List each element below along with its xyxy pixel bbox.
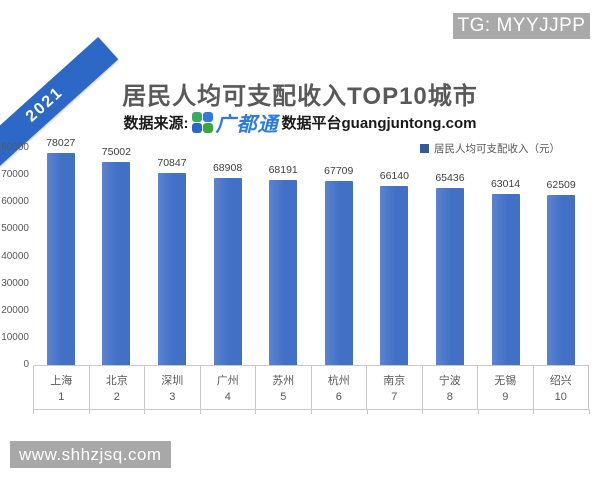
logo-quadrant-icon xyxy=(202,111,213,122)
bar-value-label: 75002 xyxy=(101,145,131,158)
bar xyxy=(324,181,353,365)
city-label: 北京 xyxy=(105,375,128,387)
x-axis-category-cell: 苏州 5 xyxy=(256,366,312,409)
x-axis-tick xyxy=(311,410,312,414)
x-axis-band: 上海 1 北京 2 深圳 3 广州 4 苏州 5 杭州 6 南京 7 宁波 8 无锡 9 绍兴 10 xyxy=(33,365,589,410)
rank-label: 6 xyxy=(335,391,342,403)
bar xyxy=(435,187,464,365)
y-axis-tick-label: 0 xyxy=(23,359,29,370)
y-axis-tick-label: 50000 xyxy=(1,223,29,235)
tg-badge: TG: MYYJJPP xyxy=(453,13,590,39)
x-axis-category-cell: 北京 2 xyxy=(90,366,145,409)
bar-column: 67709 xyxy=(311,148,367,365)
bar-value-label: 63014 xyxy=(490,178,521,191)
city-label: 广州 xyxy=(216,375,239,387)
bar-value-label: 62509 xyxy=(546,179,576,192)
rank-label: 7 xyxy=(391,391,398,403)
x-axis-tick xyxy=(144,410,146,414)
x-axis-tick xyxy=(199,410,201,414)
bar xyxy=(102,161,131,365)
bar-value-label: 70847 xyxy=(157,156,187,169)
x-axis-tick xyxy=(366,410,368,414)
y-axis-tick-label: 60000 xyxy=(1,196,29,208)
plot-area: 78027 75002 70847 68908 68191 67709 66140 65436… xyxy=(33,137,589,365)
city-label: 宁波 xyxy=(438,375,461,387)
y-axis-tick-label: 10000 xyxy=(1,331,29,343)
y-axis-tick-label: 80000 xyxy=(1,142,29,153)
city-label: 南京 xyxy=(383,375,406,387)
bar-value-label: 68908 xyxy=(212,162,243,175)
x-axis-tick xyxy=(33,410,34,414)
bar-value-label: 67709 xyxy=(324,165,354,178)
y-axis-tick-label: 40000 xyxy=(1,250,29,262)
bar-column: 68191 xyxy=(255,148,311,365)
chart-legend: 居民人均可支配收入（元） xyxy=(420,141,560,155)
bar-column: 63014 xyxy=(478,148,534,365)
rank-label: 5 xyxy=(280,391,287,403)
bar-value-label: 68191 xyxy=(268,164,298,177)
rank-label: 4 xyxy=(224,391,231,403)
city-label: 上海 xyxy=(50,375,73,387)
y-axis-tick-label: 70000 xyxy=(1,169,29,181)
bar-column: 66140 xyxy=(367,148,423,365)
bar-column: 68908 xyxy=(200,148,256,365)
x-axis-tick xyxy=(477,410,479,414)
legend-swatch-icon xyxy=(420,143,429,153)
logo-quadrant-icon xyxy=(191,111,202,122)
city-label: 深圳 xyxy=(161,375,184,387)
y-axis-tick-label: 20000 xyxy=(1,304,29,316)
bar xyxy=(380,185,409,365)
rank-label: 3 xyxy=(169,391,176,403)
bar xyxy=(157,172,186,365)
city-label: 无锡 xyxy=(494,375,517,387)
city-label: 杭州 xyxy=(327,375,350,387)
logo-quadrant-icon xyxy=(202,122,213,133)
source-prefix-label: 数据来源: xyxy=(123,114,189,132)
x-axis-category-cell: 杭州 6 xyxy=(312,366,367,409)
x-axis-category-cell: 宁波 8 xyxy=(423,366,478,409)
bar-column: 62509 xyxy=(533,148,589,365)
bar-column: 65436 xyxy=(422,148,478,365)
bar-value-label: 78027 xyxy=(46,137,76,150)
rank-label: 8 xyxy=(446,391,453,403)
city-label: 绍兴 xyxy=(549,375,572,387)
bar-column: 75002 xyxy=(89,145,145,365)
rank-label: 1 xyxy=(58,391,65,403)
rank-label: 9 xyxy=(502,391,509,403)
data-source-row: 数据来源: 广都通 数据平台guangjuntong.com xyxy=(0,110,600,136)
bar-column: 78027 xyxy=(33,137,89,365)
bar-value-label: 65436 xyxy=(435,171,465,184)
x-axis-category-cell: 无锡 9 xyxy=(478,366,534,409)
logo-quadrant-icon xyxy=(191,122,202,133)
bar-column: 70847 xyxy=(144,148,200,365)
bar-value-label: 66140 xyxy=(379,169,409,182)
rank-label: 10 xyxy=(554,391,567,403)
x-axis-category-cell: 深圳 3 xyxy=(145,366,201,409)
x-axis-tick xyxy=(533,410,535,414)
x-axis-category-cell: 绍兴 10 xyxy=(534,366,589,409)
x-axis-category-cell: 上海 1 xyxy=(34,366,90,409)
bar xyxy=(547,195,576,365)
bar xyxy=(269,180,298,365)
y-axis-tick-label: 30000 xyxy=(1,277,29,289)
bar xyxy=(491,194,520,365)
city-label: 苏州 xyxy=(272,375,295,387)
source-suffix-label: 数据平台guangjuntong.com xyxy=(281,114,477,132)
page-title: 居民人均可支配收入TOP10城市 xyxy=(122,83,478,110)
x-axis-tick xyxy=(589,410,590,414)
source-brand-label: 广都通 xyxy=(215,113,279,136)
x-axis-category-cell: 广州 4 xyxy=(201,366,256,409)
x-axis-tick xyxy=(88,410,90,414)
bar xyxy=(46,153,75,365)
bar xyxy=(213,178,242,365)
rank-label: 2 xyxy=(113,391,120,403)
guangdutong-logo-icon xyxy=(191,111,213,133)
watermark: www.shhzjsq.com xyxy=(10,441,171,468)
legend-label: 居民人均可支配收入（元） xyxy=(434,142,560,155)
x-axis-category-cell: 南京 7 xyxy=(367,366,423,409)
x-axis-tick xyxy=(255,410,257,414)
x-axis-tick xyxy=(422,410,424,414)
